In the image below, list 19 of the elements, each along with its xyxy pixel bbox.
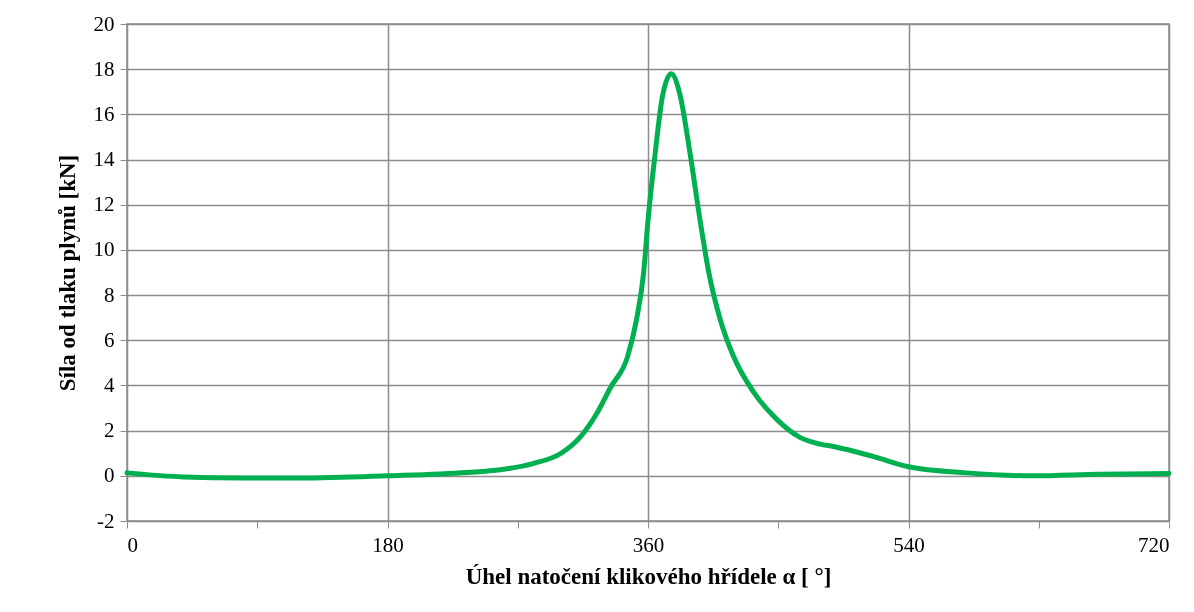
x-tick-label: 540 [893,532,925,557]
y-tick-label: 18 [93,56,115,81]
y-tick-label: 10 [93,237,115,262]
x-tick-label: 360 [632,532,665,557]
y-tick-label: 0 [104,463,115,488]
y-tick-label: 6 [104,327,115,352]
x-axis-title: Úhel natočení klikového hřídele α [ °] [465,563,832,589]
y-tick-label: 2 [104,418,115,443]
y-tick-label: 8 [104,282,115,307]
y-tick-label: 20 [93,11,115,36]
y-tick-label: 14 [93,147,115,172]
y-tick-label: 4 [104,372,115,397]
x-tick-label: 0 [127,532,138,557]
y-tick-label: -2 [97,508,115,533]
y-tick-label: 16 [93,101,115,126]
x-tick-label: 720 [1138,532,1170,557]
y-axis-title: Síla od tlaku plynů [kN] [54,154,80,392]
y-tick-label: 12 [93,192,115,217]
x-tick-label: 180 [372,532,404,557]
